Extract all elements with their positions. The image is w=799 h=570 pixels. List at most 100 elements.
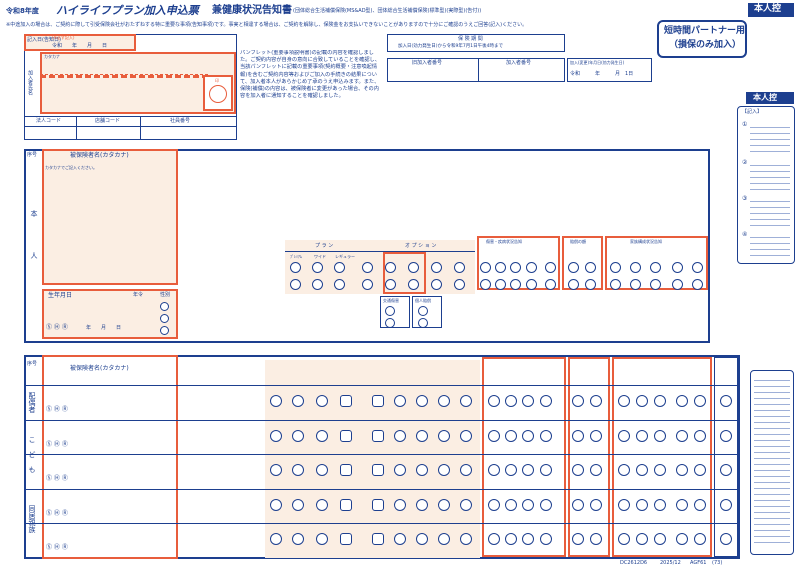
person-option-circle[interactable]: [610, 279, 621, 290]
person-option-circle[interactable]: [334, 262, 345, 273]
person-option-circle[interactable]: [495, 262, 506, 273]
person-option-circle[interactable]: [510, 262, 521, 273]
family-option-circle[interactable]: [590, 498, 602, 511]
person-option-circle[interactable]: [585, 262, 596, 273]
family-option-circle[interactable]: [270, 429, 282, 442]
family-option-circle[interactable]: [590, 533, 602, 545]
family-option-circle[interactable]: [292, 464, 304, 476]
family-option-circle[interactable]: [460, 464, 472, 476]
family-option-circle[interactable]: [694, 429, 706, 442]
family-option-circle[interactable]: [488, 498, 500, 511]
person-option-circle[interactable]: [568, 279, 579, 290]
family-option-circle[interactable]: [438, 395, 450, 407]
family-option-circle[interactable]: [340, 533, 352, 545]
family-option-circle[interactable]: [438, 464, 450, 476]
family-option-circle[interactable]: [572, 429, 584, 442]
family-option-circle[interactable]: [505, 429, 517, 442]
family-option-circle[interactable]: [438, 498, 450, 511]
person-option-circle[interactable]: [312, 279, 323, 290]
family-option-circle[interactable]: [522, 429, 534, 442]
person-option-circle[interactable]: [480, 279, 491, 290]
person-option-circle[interactable]: [290, 262, 301, 273]
family-option-circle[interactable]: [460, 429, 472, 442]
person-option-circle[interactable]: [545, 262, 556, 273]
family-option-circle[interactable]: [540, 429, 552, 442]
extra-option-circle[interactable]: [418, 318, 428, 328]
family-option-circle[interactable]: [522, 533, 534, 545]
extra-option-circle[interactable]: [418, 306, 428, 316]
person-option-circle[interactable]: [692, 279, 703, 290]
family-option-circle[interactable]: [572, 533, 584, 545]
family-option-circle[interactable]: [636, 395, 648, 407]
person-option-circle[interactable]: [454, 279, 465, 290]
entry-date-field[interactable]: [24, 34, 136, 51]
person-option-circle[interactable]: [585, 279, 596, 290]
family-option-circle[interactable]: [488, 395, 500, 407]
sex-male-option[interactable]: [160, 302, 169, 311]
family-option-circle[interactable]: [416, 533, 428, 545]
family-option-circle[interactable]: [316, 395, 328, 407]
family-option-circle[interactable]: [505, 395, 517, 407]
family-option-circle[interactable]: [316, 533, 328, 545]
person-option-circle[interactable]: [408, 279, 419, 290]
person-option-circle[interactable]: [630, 262, 641, 273]
family-option-circle[interactable]: [572, 464, 584, 476]
family-option-circle[interactable]: [270, 498, 282, 511]
family-option-circle[interactable]: [522, 464, 534, 476]
family-option-circle[interactable]: [394, 464, 406, 476]
person-option-circle[interactable]: [510, 279, 521, 290]
family-option-circle[interactable]: [416, 464, 428, 476]
family-option-circle[interactable]: [292, 429, 304, 442]
family-option-circle[interactable]: [694, 395, 706, 407]
family-option-circle[interactable]: [590, 464, 602, 476]
family-option-circle[interactable]: [438, 429, 450, 442]
family-option-circle[interactable]: [590, 395, 602, 407]
family-option-circle[interactable]: [636, 429, 648, 442]
person-option-circle[interactable]: [431, 279, 442, 290]
family-option-circle[interactable]: [572, 498, 584, 511]
person-option-circle[interactable]: [431, 262, 442, 273]
family-option-circle[interactable]: [694, 464, 706, 476]
person-option-circle[interactable]: [568, 262, 579, 273]
family-option-circle[interactable]: [394, 498, 406, 511]
family-option-circle[interactable]: [572, 395, 584, 407]
family-option-circle[interactable]: [540, 464, 552, 476]
family-option-circle[interactable]: [720, 395, 732, 407]
family-option-circle[interactable]: [540, 533, 552, 545]
person-option-circle[interactable]: [385, 279, 396, 290]
family-option-circle[interactable]: [372, 429, 384, 442]
family-option-circle[interactable]: [488, 429, 500, 442]
extra-option-circle[interactable]: [385, 318, 395, 328]
person-option-circle[interactable]: [312, 262, 323, 273]
family-option-circle[interactable]: [505, 498, 517, 511]
family-option-circle[interactable]: [394, 395, 406, 407]
family-option-circle[interactable]: [292, 533, 304, 545]
family-option-circle[interactable]: [720, 429, 732, 442]
person-option-circle[interactable]: [630, 279, 641, 290]
family-option-circle[interactable]: [654, 533, 666, 545]
family-option-circle[interactable]: [676, 498, 688, 511]
family-option-circle[interactable]: [694, 533, 706, 545]
family-option-circle[interactable]: [316, 429, 328, 442]
family-option-circle[interactable]: [270, 533, 282, 545]
family-option-circle[interactable]: [316, 464, 328, 476]
family-option-circle[interactable]: [636, 464, 648, 476]
person-option-circle[interactable]: [672, 262, 683, 273]
family-option-circle[interactable]: [340, 429, 352, 442]
sex-female-option[interactable]: [160, 314, 169, 323]
family-option-circle[interactable]: [636, 533, 648, 545]
person-option-circle[interactable]: [454, 262, 465, 273]
family-option-circle[interactable]: [720, 533, 732, 545]
person-option-circle[interactable]: [495, 279, 506, 290]
family-option-circle[interactable]: [292, 498, 304, 511]
person-option-circle[interactable]: [480, 262, 491, 273]
family-option-circle[interactable]: [590, 429, 602, 442]
family-option-circle[interactable]: [372, 464, 384, 476]
family-option-circle[interactable]: [522, 395, 534, 407]
family-option-circle[interactable]: [460, 395, 472, 407]
family-option-circle[interactable]: [340, 464, 352, 476]
family-option-circle[interactable]: [340, 395, 352, 407]
family-option-circle[interactable]: [460, 533, 472, 545]
family-option-circle[interactable]: [270, 464, 282, 476]
sex-other-option[interactable]: [160, 326, 169, 335]
